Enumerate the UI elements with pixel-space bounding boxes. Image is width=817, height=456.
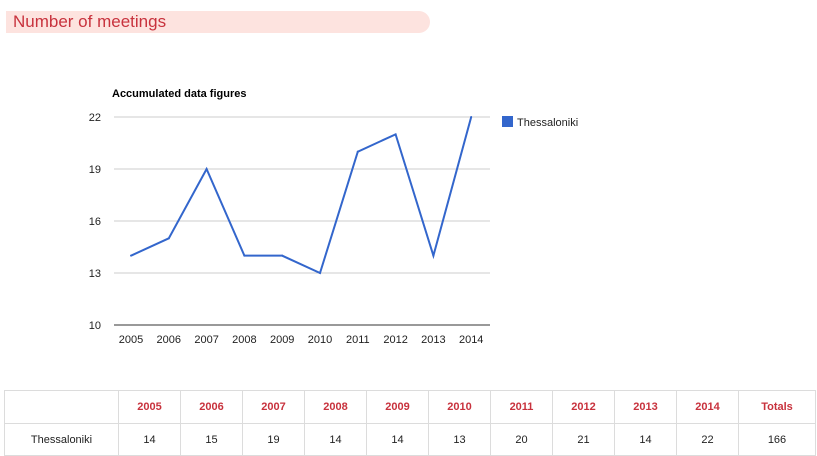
- table-header-row: 2005 2006 2007 2008 2009 2010 2011 2012 2013 2014…: [4, 390, 816, 424]
- table-header-cell: 2008: [304, 390, 367, 424]
- table-cell: 19: [242, 423, 305, 456]
- x-tick-label: 2012: [383, 334, 407, 346]
- table-cell: 14: [614, 423, 677, 456]
- data-point: [205, 168, 208, 170]
- table-cell: 21: [552, 423, 615, 456]
- table-header-cell: 2006: [180, 390, 243, 424]
- y-tick-label: 16: [89, 216, 101, 228]
- data-point: [130, 254, 132, 257]
- table-cell: 166: [738, 423, 816, 456]
- x-tick-label: 2013: [421, 334, 445, 346]
- table-cell: 22: [676, 423, 739, 456]
- table-header-cell: 2013: [614, 390, 677, 424]
- table-header-cell: 2014: [676, 390, 739, 424]
- y-tick-label: 10: [89, 320, 101, 332]
- table-cell: 13: [428, 423, 491, 456]
- table-header-cell: [4, 390, 119, 424]
- x-tick-label: 2006: [157, 334, 181, 346]
- data-point: [319, 272, 321, 274]
- table-header-cell: Totals: [738, 390, 816, 424]
- table-cell: 20: [490, 423, 553, 456]
- y-tick-label: 22: [89, 112, 101, 124]
- table-header-cell: 2010: [428, 390, 491, 424]
- table-header-cell: 2012: [552, 390, 615, 424]
- table-header-cell: 2009: [366, 390, 429, 424]
- data-point: [167, 237, 170, 240]
- data-table-container: 2005 2006 2007 2008 2009 2010 2011 2012 2013 2014…: [4, 390, 816, 456]
- table-header-cell: 2007: [242, 390, 305, 424]
- data-point: [356, 150, 359, 153]
- table-cell: 15: [180, 423, 243, 456]
- legend-label: Thessaloniki: [517, 117, 578, 129]
- data-point: [281, 254, 284, 257]
- table-cell: 14: [366, 423, 429, 456]
- table-row: Thessaloniki 14 15 19 14 14 13 20 21 14 22 166: [4, 423, 816, 456]
- data-point: [470, 116, 473, 118]
- table-cell: 14: [118, 423, 181, 456]
- data-point: [394, 133, 397, 136]
- x-tick-label: 2010: [308, 334, 332, 346]
- line-chart: Accumulated data figures 10 13 16 19 22 2005…: [89, 88, 578, 346]
- table-cell: Thessaloniki: [4, 423, 119, 456]
- x-tick-label: 2011: [346, 334, 370, 346]
- table-header-cell: 2011: [490, 390, 553, 424]
- x-tick-label: 2014: [459, 334, 483, 346]
- table-cell: 14: [304, 423, 367, 456]
- y-tick-label: 19: [89, 164, 101, 176]
- legend-swatch: [502, 116, 513, 127]
- section-title: Number of meetings: [13, 12, 167, 31]
- x-tick-label: 2008: [232, 334, 256, 346]
- section-header: Number of meetings: [6, 11, 430, 33]
- table-header-cell: 2005: [118, 390, 181, 424]
- data-table: 2005 2006 2007 2008 2009 2010 2011 2012 2013 2014…: [4, 390, 816, 456]
- data-point: [243, 254, 246, 257]
- series-line: [130, 116, 473, 275]
- x-tick-label: 2005: [119, 334, 143, 346]
- x-tick-label: 2007: [194, 334, 218, 346]
- data-point: [432, 254, 435, 257]
- y-tick-label: 13: [89, 268, 101, 280]
- x-tick-label: 2009: [270, 334, 294, 346]
- chart-title: Accumulated data figures: [112, 88, 246, 100]
